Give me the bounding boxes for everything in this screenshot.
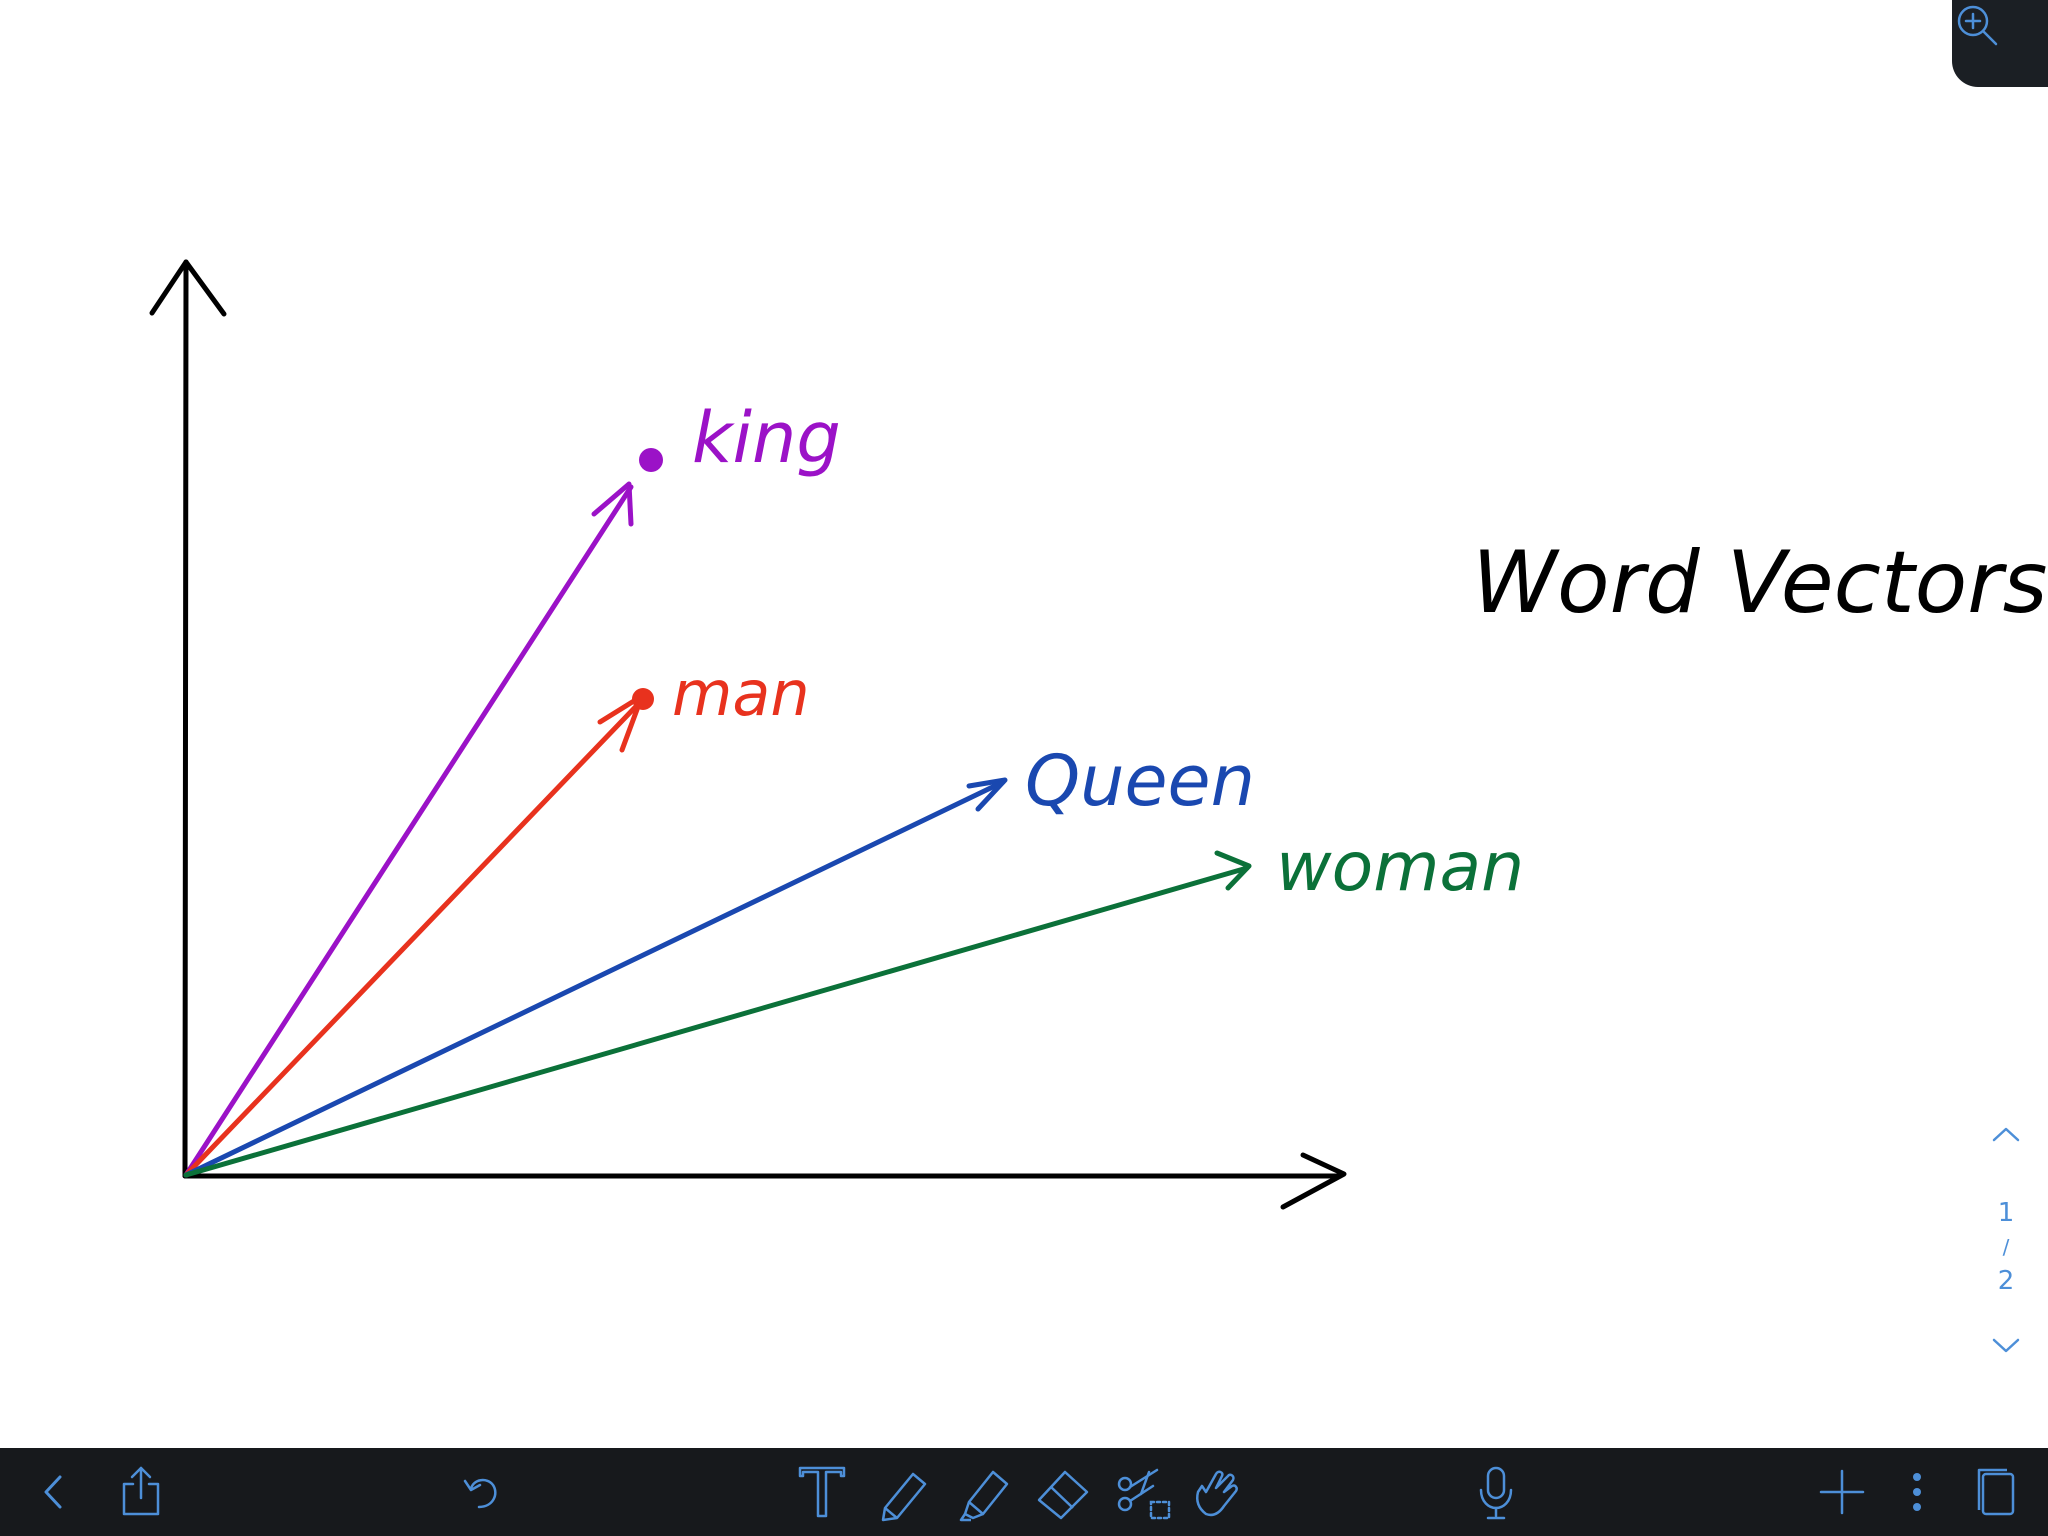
vector-queen <box>183 777 1008 1178</box>
label-man: man <box>672 657 810 730</box>
chevron-down-icon <box>1992 1338 2020 1353</box>
pen-tool-button[interactable] <box>873 1462 933 1522</box>
hand-tool-button[interactable] <box>1186 1462 1246 1522</box>
eraser-icon <box>1037 1470 1089 1520</box>
zoom-button[interactable] <box>1952 0 2048 87</box>
vector-king <box>183 481 634 1178</box>
current-page-number: 1 <box>1997 1198 2015 1228</box>
text-tool-icon <box>798 1466 846 1518</box>
undo-icon <box>463 1478 497 1509</box>
total-pages-number: 2 <box>1997 1266 2015 1296</box>
microphone-button[interactable] <box>1466 1462 1526 1522</box>
text-tool-button[interactable] <box>792 1462 852 1522</box>
highlighter-icon <box>959 1470 1009 1522</box>
x-axis-arrowhead <box>1280 1152 1347 1210</box>
drawing-canvas[interactable]: king man Queen woman Word Vectors 1 / 2 <box>0 0 2048 1448</box>
scissors-lasso-icon <box>1117 1468 1171 1520</box>
label-queen: Queen <box>1025 740 1255 822</box>
bottom-toolbar <box>0 1448 2048 1536</box>
next-page-button[interactable] <box>1986 1330 2026 1360</box>
chevron-up-icon <box>1992 1127 2020 1142</box>
y-axis-arrowhead <box>149 259 227 317</box>
eraser-tool-button[interactable] <box>1033 1462 1093 1522</box>
point-king <box>639 448 663 472</box>
previous-page-button[interactable] <box>1986 1120 2026 1150</box>
hand-pointer-icon <box>1196 1470 1238 1517</box>
highlighter-tool-button[interactable] <box>953 1462 1013 1522</box>
microphone-icon <box>1479 1466 1513 1520</box>
canvas-title: Word Vectors <box>1472 533 2047 633</box>
back-button[interactable] <box>24 1462 84 1522</box>
zoom-in-icon <box>1957 5 1998 46</box>
add-page-button[interactable] <box>1812 1462 1872 1522</box>
pages-button[interactable] <box>1966 1462 2026 1522</box>
undo-button[interactable] <box>452 1462 512 1522</box>
plus-icon <box>1819 1469 1865 1515</box>
axes <box>149 259 1347 1210</box>
page-separator: / <box>2002 1235 2010 1259</box>
handwriting-layer: king man Queen woman Word Vectors <box>149 259 2047 1210</box>
vector-man <box>183 693 647 1178</box>
label-woman: woman <box>1276 828 1524 907</box>
pen-icon <box>881 1472 927 1522</box>
y-axis <box>182 259 189 1179</box>
label-king: king <box>692 397 841 479</box>
pages-icon <box>1977 1468 2015 1516</box>
chevron-left-icon <box>44 1475 62 1509</box>
lasso-tool-button[interactable] <box>1113 1462 1173 1522</box>
more-vertical-icon <box>1913 1473 1921 1511</box>
share-icon <box>122 1466 160 1516</box>
more-options-button[interactable] <box>1887 1462 1947 1522</box>
vector-woman <box>183 850 1252 1178</box>
share-button[interactable] <box>111 1462 171 1522</box>
point-man <box>632 688 654 710</box>
page-navigator: 1 / 2 <box>1986 1120 2026 1370</box>
